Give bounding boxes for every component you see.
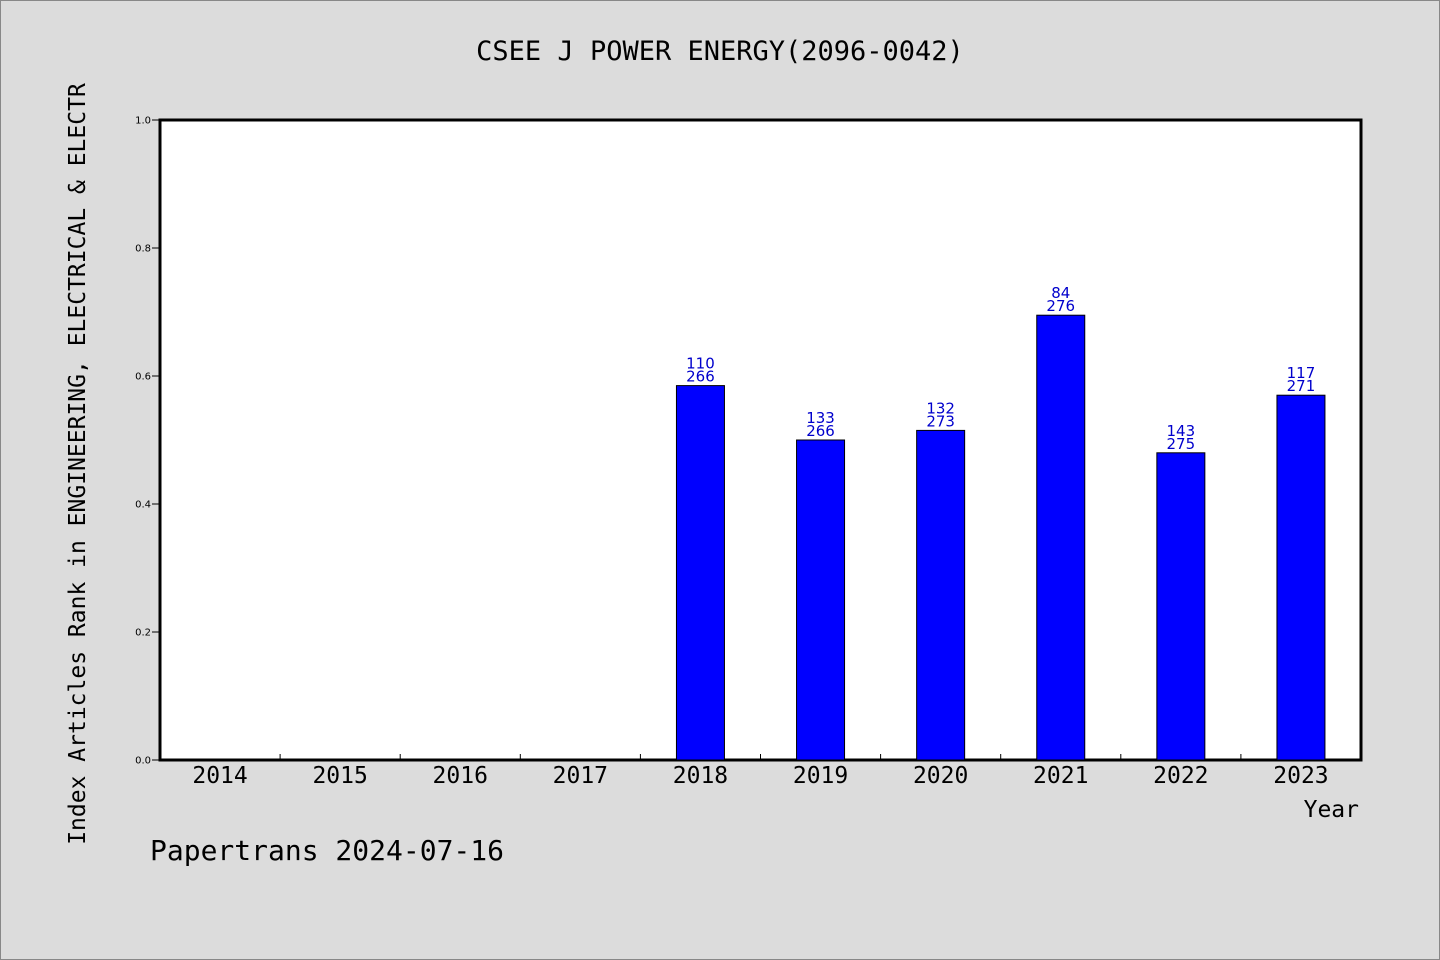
bar-label-top: 143 <box>1167 422 1196 440</box>
y-tick-label: 0.4 <box>135 500 151 511</box>
x-tick-label: 2023 <box>1273 763 1328 789</box>
y-axis: 0.0 0.2 0.4 0.6 0.8 1.0 <box>135 116 160 767</box>
bar <box>796 439 846 761</box>
bar-label-bottom: 276 <box>1046 297 1075 315</box>
y-tick-label: 1.0 <box>135 116 151 127</box>
y-tick-label: 0.6 <box>135 372 151 383</box>
bars <box>675 314 1326 761</box>
footer-credit: Papertrans 2024-07-16 <box>150 834 505 867</box>
bar <box>916 429 966 761</box>
bar-label-top: 117 <box>1287 364 1316 382</box>
chart-title: CSEE J POWER ENERGY(2096-0042) <box>476 36 964 67</box>
x-tick-label: 2016 <box>433 763 488 789</box>
x-tick-label: 2018 <box>673 763 728 789</box>
x-tick-label: 2022 <box>1153 763 1208 789</box>
bar-label-bottom: 266 <box>686 368 715 386</box>
bar-label-bottom: 266 <box>806 422 835 440</box>
x-tick-label: 2021 <box>1033 763 1088 789</box>
y-tick-label: 0.2 <box>135 628 151 639</box>
y-tick-label: 0.8 <box>135 244 151 255</box>
bar-label-bottom: 271 <box>1287 377 1316 395</box>
bar-label-top: 132 <box>926 399 955 417</box>
bar <box>1276 394 1326 761</box>
bar-label-bottom: 275 <box>1167 435 1196 453</box>
x-tick-label: 2015 <box>312 763 367 789</box>
bar-label-bottom: 273 <box>926 412 955 430</box>
x-tick-label: 2017 <box>553 763 608 789</box>
bar <box>1036 314 1086 761</box>
bar-label-top: 84 <box>1051 284 1070 302</box>
bar-label-top: 110 <box>686 355 715 373</box>
x-tick-label: 2020 <box>913 763 968 789</box>
x-tick-label: 2019 <box>793 763 848 789</box>
bar-label-top: 133 <box>806 409 835 427</box>
x-axis: 2014 2015 2016 2017 2018 2019 2020 2021 2022 2023 <box>192 754 1329 789</box>
bar <box>1156 452 1206 761</box>
y-tick-label: 0.0 <box>135 756 151 767</box>
x-tick-label: 2014 <box>192 763 247 789</box>
bar <box>675 385 725 761</box>
x-axis-label: Year <box>1304 797 1359 823</box>
